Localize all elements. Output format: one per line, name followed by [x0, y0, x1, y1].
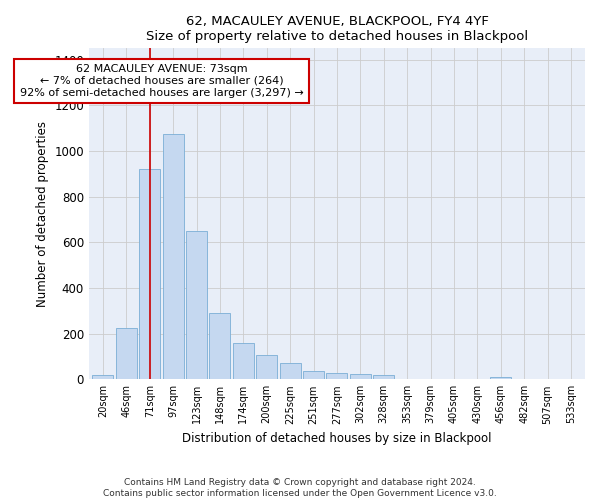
Bar — [280, 364, 301, 380]
Bar — [186, 231, 207, 380]
Bar — [116, 328, 137, 380]
Y-axis label: Number of detached properties: Number of detached properties — [36, 121, 49, 307]
X-axis label: Distribution of detached houses by size in Blackpool: Distribution of detached houses by size … — [182, 432, 491, 445]
Bar — [92, 375, 113, 380]
Bar — [256, 355, 277, 380]
Bar — [139, 170, 160, 380]
Bar — [303, 370, 324, 380]
Title: 62, MACAULEY AVENUE, BLACKPOOL, FY4 4YF
Size of property relative to detached ho: 62, MACAULEY AVENUE, BLACKPOOL, FY4 4YF … — [146, 15, 528, 43]
Bar — [209, 313, 230, 380]
Bar — [233, 343, 254, 380]
Bar — [490, 376, 511, 380]
Bar — [326, 373, 347, 380]
Bar — [373, 374, 394, 380]
Bar — [350, 374, 371, 380]
Text: 62 MACAULEY AVENUE: 73sqm
← 7% of detached houses are smaller (264)
92% of semi-: 62 MACAULEY AVENUE: 73sqm ← 7% of detach… — [20, 64, 304, 98]
Bar — [163, 134, 184, 380]
Text: Contains HM Land Registry data © Crown copyright and database right 2024.
Contai: Contains HM Land Registry data © Crown c… — [103, 478, 497, 498]
